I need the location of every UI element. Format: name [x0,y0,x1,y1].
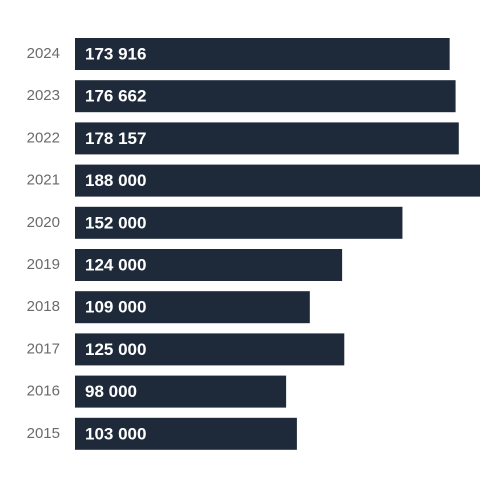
category-label: 2016 [27,383,60,400]
bar [75,80,456,113]
value-label: 173 916 [85,44,146,63]
category-label: 2022 [27,129,60,146]
bar [75,38,450,70]
category-label: 2021 [27,172,60,189]
value-label: 109 000 [85,298,146,317]
category-label: 2019 [27,256,60,273]
bar [75,164,480,197]
value-label: 103 000 [85,424,146,443]
bar [75,417,297,450]
value-label: 176 662 [85,87,146,106]
category-label: 2024 [27,45,60,62]
value-label: 178 157 [85,129,146,148]
category-label: 2020 [27,214,60,231]
bar [75,206,403,239]
category-label: 2023 [27,87,60,104]
bar [75,375,287,408]
category-label: 2017 [27,340,60,357]
category-label: 2018 [27,298,60,315]
bar [75,249,343,281]
value-label: 125 000 [85,340,146,359]
value-label: 188 000 [85,171,146,190]
bar [75,122,459,155]
value-label: 124 000 [85,255,146,274]
bar [75,291,310,324]
bar [75,333,345,366]
value-label: 152 000 [85,213,146,232]
value-label: 98 000 [85,382,137,401]
category-label: 2015 [27,425,60,442]
